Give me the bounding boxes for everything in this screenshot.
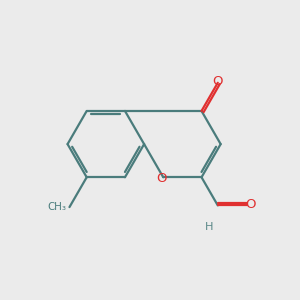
Text: O: O [245,198,255,211]
Text: H: H [204,222,213,232]
Text: O: O [157,172,167,185]
Text: CH₃: CH₃ [47,202,67,212]
Text: O: O [212,75,223,88]
